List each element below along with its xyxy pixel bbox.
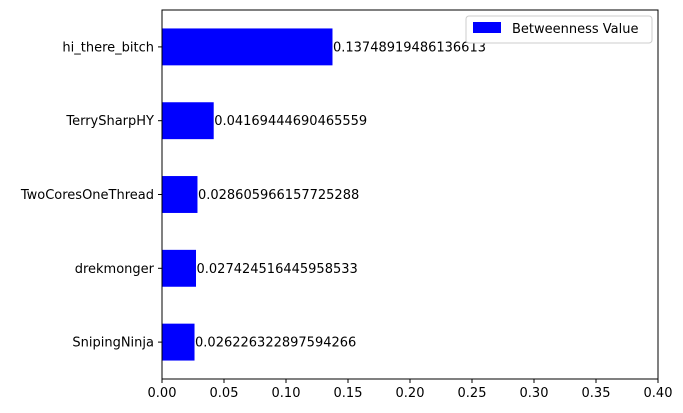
legend: Betweenness Value xyxy=(465,15,653,44)
bar-labels-layer: 0.13748919486136613 0.04169444690465559 0.… xyxy=(195,40,486,350)
bar-value-label: 0.13748919486136613 xyxy=(333,40,486,55)
bars-layer xyxy=(162,28,333,361)
bar-value-label: 0.027424516445958533 xyxy=(197,262,358,277)
bar-value-label: 0.028605966157725288 xyxy=(198,188,359,203)
legend-box xyxy=(465,15,653,44)
bar-value-label: 0.04169444690465559 xyxy=(214,114,367,129)
x-tick-label: 0.20 xyxy=(396,386,425,401)
y-tick-label: drekmonger xyxy=(75,262,155,277)
bar xyxy=(162,249,197,287)
bar xyxy=(162,323,195,361)
x-tick-label: 0.00 xyxy=(148,386,177,401)
x-tick-label: 0.15 xyxy=(334,386,363,401)
bar xyxy=(162,102,214,140)
bar xyxy=(162,28,333,66)
y-tick-label: SnipingNinja xyxy=(72,336,154,351)
x-tick-label: 0.25 xyxy=(458,386,487,401)
y-tick-label: TwoCoresOneThread xyxy=(20,188,154,203)
y-axis: hi_there_bitch TerrySharpHY TwoCoresOneThr… xyxy=(20,40,162,351)
bar xyxy=(162,176,198,213)
y-tick-label: hi_there_bitch xyxy=(62,40,154,55)
legend-label: Betweenness Value xyxy=(512,22,639,37)
x-tick-label: 0.05 xyxy=(210,386,239,401)
x-tick-label: 0.30 xyxy=(520,386,549,401)
y-tick-label: TerrySharpHY xyxy=(65,114,154,129)
x-tick-label: 0.35 xyxy=(582,386,611,401)
bar-value-label: 0.026226322897594266 xyxy=(195,336,356,351)
x-tick-label: 0.40 xyxy=(644,386,673,401)
x-axis: 0.00 0.05 0.10 0.15 0.20 0.25 0.30 0.35 0.40 xyxy=(148,379,673,401)
x-tick-label: 0.10 xyxy=(272,386,301,401)
legend-swatch xyxy=(473,22,501,33)
